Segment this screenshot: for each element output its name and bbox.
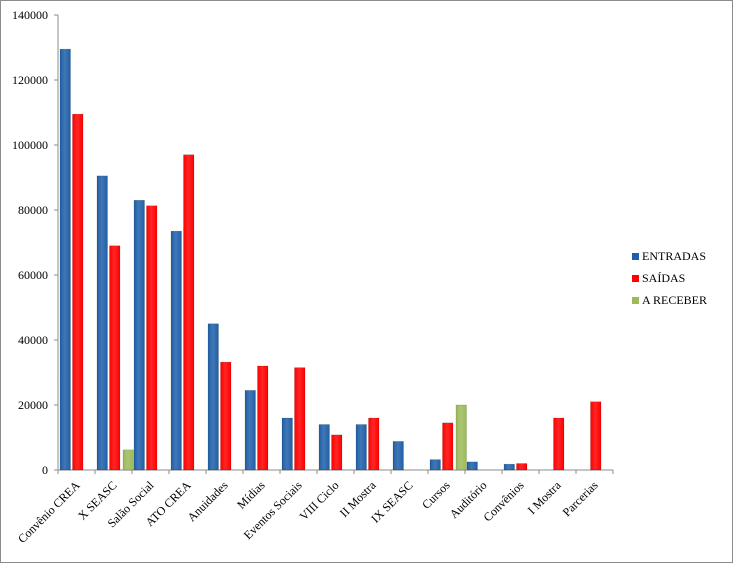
- bar-sa-das-0: [72, 113, 84, 471]
- bar-sa-das-6: [294, 367, 306, 471]
- bar-sa-das-13: [553, 417, 565, 471]
- legend-swatch: [632, 275, 639, 282]
- y-tick-label: 40000: [18, 333, 48, 347]
- bar-entradas-3: [170, 230, 182, 471]
- bar-sa-das-4: [220, 361, 232, 471]
- legend-label: ENTRADAS: [642, 249, 706, 263]
- bar-entradas-1: [96, 175, 108, 471]
- bar-sa-das-8: [368, 417, 380, 471]
- legend-label: SAÍDAS: [642, 271, 685, 285]
- x-tick-label: I Mostra: [525, 478, 564, 517]
- bar-sa-das-5: [257, 365, 269, 471]
- legend-label: A RECEBER: [642, 293, 707, 307]
- bars: [59, 48, 602, 471]
- bar-entradas-10: [429, 459, 441, 471]
- legend: ENTRADAS SAÍDAS A RECEBER: [632, 249, 707, 307]
- bar-entradas-8: [355, 424, 367, 471]
- bar-a-receber-10: [455, 404, 467, 471]
- y-tick-label: 0: [42, 463, 48, 477]
- y-tick-label: 60000: [18, 268, 48, 282]
- bar-entradas-11: [466, 461, 478, 471]
- legend-swatch: [632, 253, 639, 260]
- bar-sa-das-3: [183, 154, 195, 471]
- x-tick-label: VIII Ciclo: [297, 478, 342, 523]
- y-tick-label: 20000: [18, 398, 48, 412]
- bar-entradas-4: [207, 323, 219, 471]
- x-tick-label: Convênio CREA: [15, 478, 83, 546]
- y-tick-label: 120000: [12, 73, 48, 87]
- bar-a-receber-1: [122, 449, 134, 471]
- x-tick-label: Convênios: [480, 478, 526, 524]
- x-tick-label: Parcerias: [560, 478, 601, 519]
- bar-sa-das-2: [146, 205, 158, 471]
- bar-sa-das-10: [442, 422, 454, 471]
- bar-entradas-7: [318, 424, 330, 471]
- x-tick-label: Mídias: [234, 478, 268, 512]
- y-tick-label: 100000: [12, 138, 48, 152]
- bar-entradas-9: [392, 441, 404, 471]
- bar-sa-das-12: [516, 463, 528, 471]
- x-tick-label: Cursos: [419, 478, 453, 512]
- bar-entradas-2: [133, 200, 145, 471]
- bar-sa-das-1: [109, 245, 121, 471]
- bar-entradas-6: [281, 417, 293, 471]
- legend-swatch: [632, 297, 639, 304]
- bar-sa-das-14: [590, 401, 602, 471]
- bar-entradas-12: [503, 463, 515, 471]
- bar-entradas-0: [59, 48, 71, 471]
- y-tick-label: 80000: [18, 203, 48, 217]
- x-tick-label: Anuidades: [184, 478, 230, 524]
- bar-sa-das-7: [331, 434, 343, 471]
- bar-entradas-5: [244, 390, 256, 471]
- y-tick-label: 140000: [12, 8, 48, 22]
